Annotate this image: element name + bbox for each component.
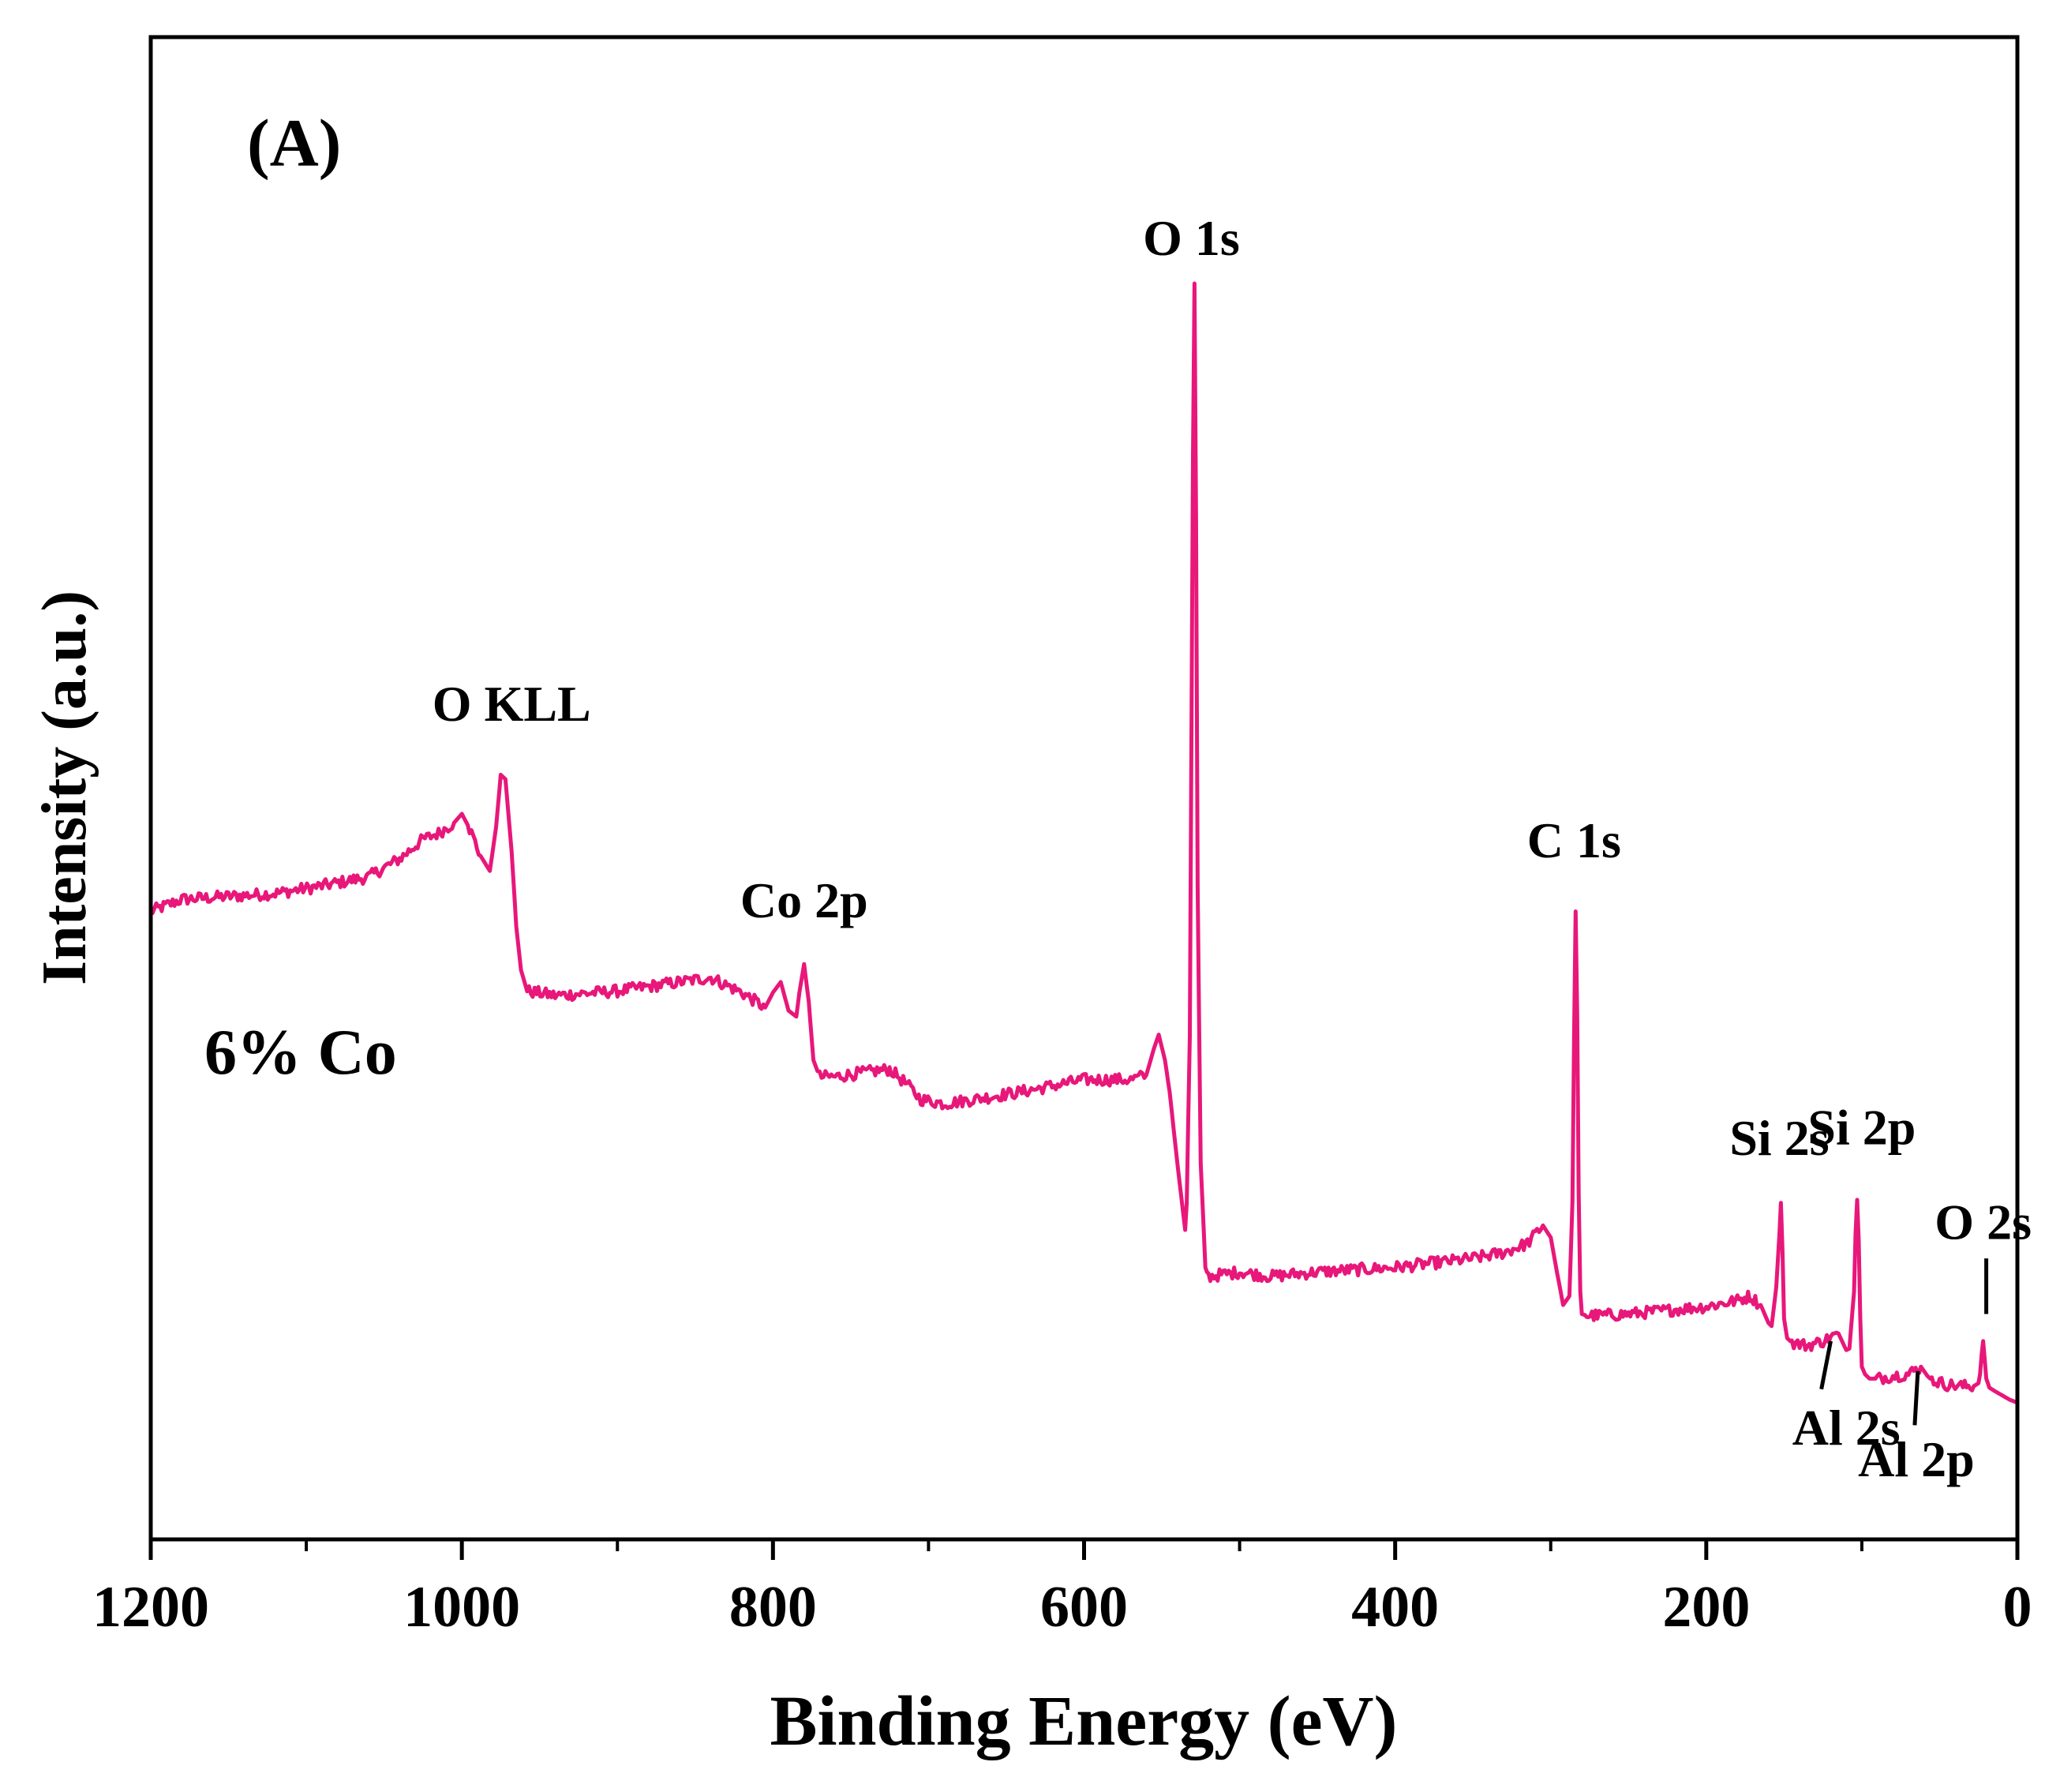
peak-label-o-1s: O 1s	[1143, 210, 1240, 266]
peak-label-al-2s: Al 2s	[1792, 1400, 1901, 1456]
peak-label-si-2s: Si 2s	[1729, 1110, 1829, 1166]
annotation-leaders	[1819, 1258, 1989, 1426]
series-line-0	[148, 281, 2018, 1405]
peak-label-o-kll: O KLL	[433, 676, 591, 732]
panel-label: (A)	[247, 105, 341, 181]
peak-label-c-1s: C 1s	[1527, 812, 1621, 868]
peak-label-o-2s: O 2s	[1935, 1194, 2032, 1250]
x-tick-label: 800	[729, 1575, 817, 1640]
x-axis-title: Binding Energy (eV)	[770, 1682, 1397, 1760]
x-tick-label: 0	[2003, 1575, 2032, 1640]
leader-line-al-2s	[1819, 1340, 1833, 1390]
y-axis-title: Intensity (a.u.)	[30, 590, 99, 985]
x-tick-label: 600	[1040, 1575, 1128, 1640]
x-tick-label: 400	[1351, 1575, 1439, 1640]
leader-line-al-2p	[1912, 1370, 1920, 1426]
x-tick-label: 1200	[92, 1575, 209, 1640]
peak-label-al-2p: Al 2p	[1858, 1431, 1975, 1487]
sample-label: 6% Co	[204, 1016, 397, 1088]
peak-label-si-2p: Si 2p	[1807, 1100, 1916, 1156]
peak-label-co-2p: Co 2p	[740, 872, 868, 928]
x-tick-label: 1000	[403, 1575, 520, 1640]
x-axis-tick-labels: 1200 1000 800 600 400 200 0	[92, 1575, 2032, 1640]
x-tick-label: 200	[1662, 1575, 1750, 1640]
x-axis-ticks	[148, 1539, 2020, 1560]
series-layer	[148, 281, 2018, 1405]
